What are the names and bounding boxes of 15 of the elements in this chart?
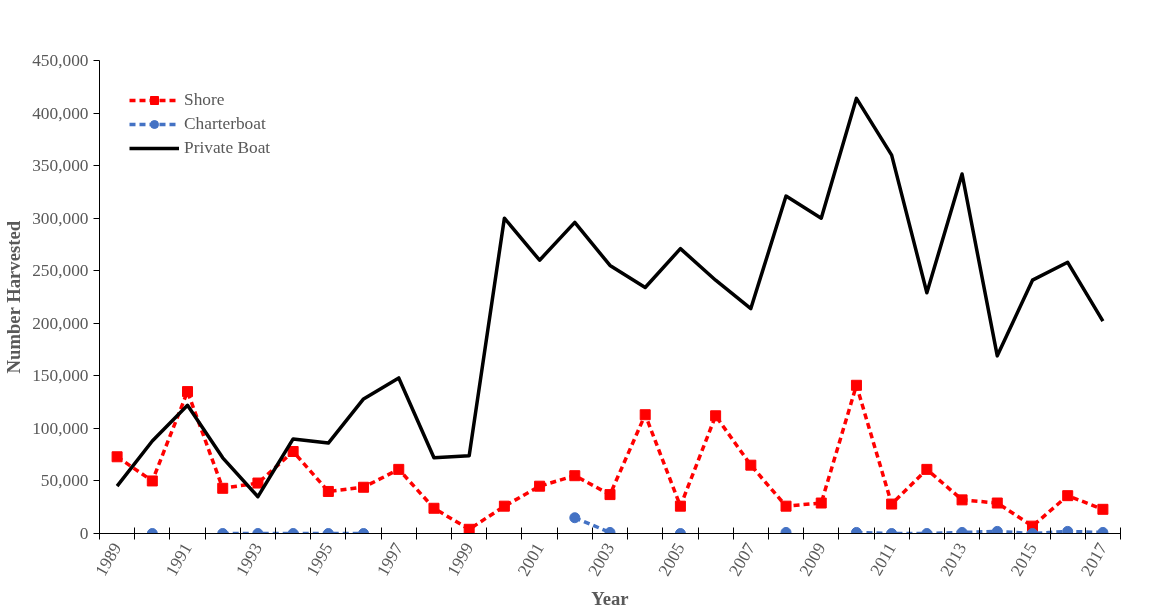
legend-label: Charterboat bbox=[184, 114, 266, 134]
y-tick-label: 100,000 bbox=[32, 418, 89, 438]
y-tick-label: 300,000 bbox=[32, 208, 89, 228]
y-tick-label: 450,000 bbox=[32, 51, 89, 70]
y-tick-label: 150,000 bbox=[32, 366, 89, 386]
y-tick-label: 0 bbox=[79, 524, 89, 543]
y-tick-label: 250,000 bbox=[32, 261, 89, 281]
legend-label: Shore bbox=[184, 90, 225, 110]
y-axis-title: Number Harvested bbox=[3, 220, 25, 374]
y-tick-label: 400,000 bbox=[32, 103, 89, 123]
y-tick-label: 50,000 bbox=[40, 471, 89, 491]
x-axis-title: Year bbox=[591, 588, 629, 610]
y-tick-label: 350,000 bbox=[32, 156, 89, 176]
y-tick-label: 200,000 bbox=[32, 313, 89, 333]
legend-label: Private Boat bbox=[184, 138, 271, 158]
